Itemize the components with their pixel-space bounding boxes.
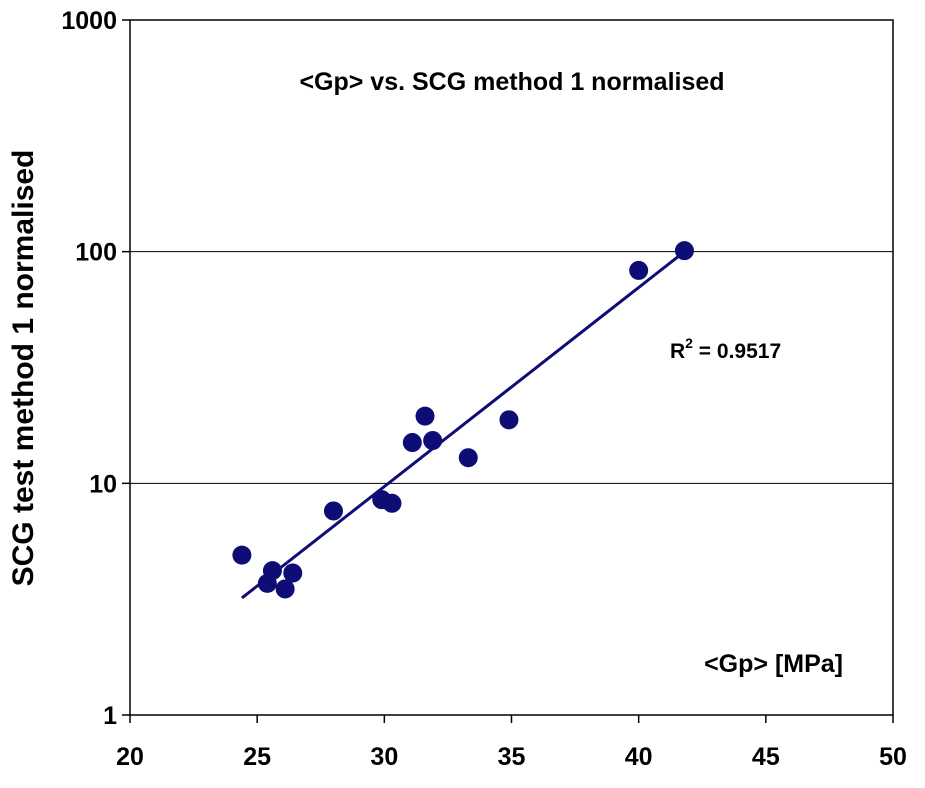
data-point xyxy=(458,448,478,468)
data-point xyxy=(382,493,402,513)
data-point xyxy=(262,561,282,581)
r-squared-superscript: 2 xyxy=(685,335,693,351)
y-tick-label: 10 xyxy=(89,470,117,498)
data-point xyxy=(423,431,443,451)
x-tick-label: 25 xyxy=(243,743,271,771)
data-point xyxy=(415,406,435,426)
r-squared-annotation: R2 = 0.9517 xyxy=(670,335,781,363)
r-squared-r: R xyxy=(670,340,685,363)
data-point xyxy=(629,260,649,280)
data-point xyxy=(674,241,694,261)
data-point xyxy=(402,433,422,453)
y-tick-label: 1000 xyxy=(61,7,117,35)
y-tick-label: 100 xyxy=(75,239,117,267)
trendline-group xyxy=(240,250,686,600)
y-tick-label: 1 xyxy=(103,702,117,730)
x-tick-label: 30 xyxy=(370,743,398,771)
chart-title: <Gp> vs. SCG method 1 normalised xyxy=(299,68,724,96)
x-tick-label: 35 xyxy=(498,743,526,771)
data-point xyxy=(323,501,343,521)
x-tick-label: 45 xyxy=(752,743,780,771)
ticks: 1 10 100 1000 20 25 30 35 40 45 50 xyxy=(61,7,907,771)
data-point xyxy=(283,563,303,583)
trendline xyxy=(240,250,686,600)
y-axis-title: SCG test method 1 normalised xyxy=(7,150,40,587)
data-points xyxy=(232,241,694,599)
r-squared-value: = 0.9517 xyxy=(693,340,781,363)
x-tick-label: 20 xyxy=(116,743,144,771)
data-point xyxy=(275,579,295,599)
x-tick-label: 50 xyxy=(879,743,907,771)
gridlines xyxy=(130,251,893,484)
plot-area xyxy=(129,19,894,716)
x-tick-label: 40 xyxy=(625,743,653,771)
data-point xyxy=(499,410,519,430)
x-axis-title: <Gp> [MPa] xyxy=(704,650,843,678)
data-point xyxy=(232,545,252,565)
